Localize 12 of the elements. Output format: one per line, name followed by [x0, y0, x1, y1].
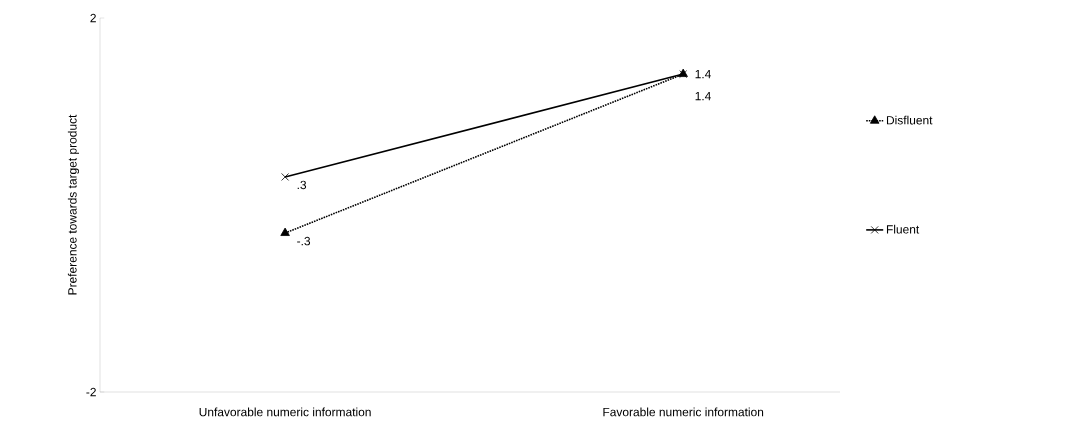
data-label: 1.4	[695, 91, 711, 101]
data-label: .3	[297, 180, 307, 190]
y-axis-title: Preference towards target product	[67, 114, 80, 295]
legend-label: Disfluent	[886, 115, 933, 125]
legend-label: Fluent	[886, 224, 920, 234]
point	[281, 173, 290, 181]
x-tick-label: Unfavorable numeric information	[199, 407, 371, 417]
data-label: -.3	[297, 236, 311, 246]
y-tick-label: -2	[86, 387, 96, 397]
x-tick-label: Favorable numeric information	[603, 407, 764, 417]
data-label: 1.4	[695, 69, 711, 79]
y-tick-label: 2	[90, 13, 96, 23]
